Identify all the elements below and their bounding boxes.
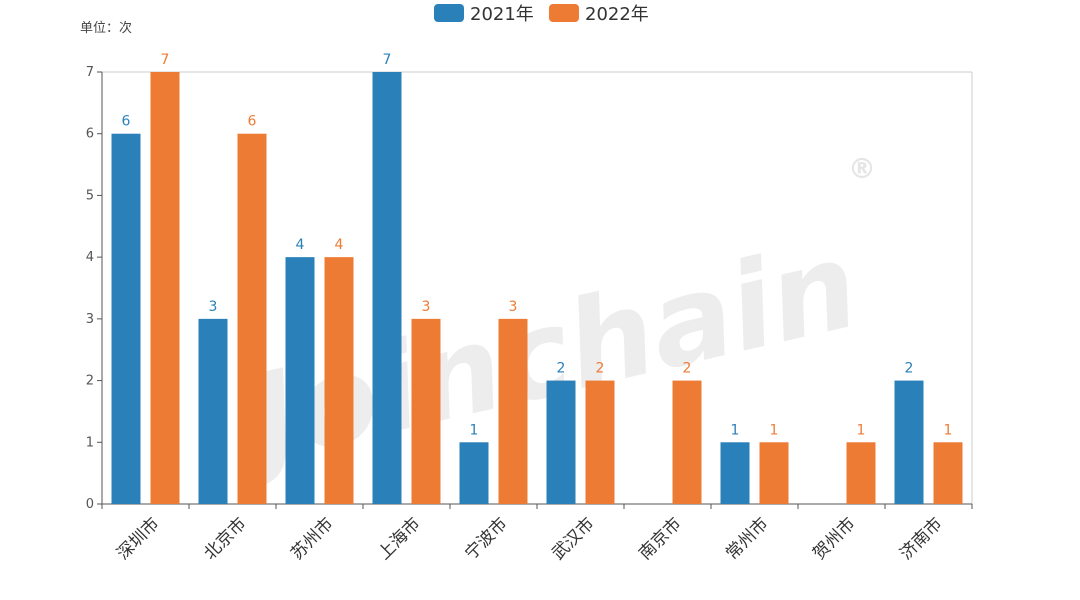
y-tick-label: 2 bbox=[86, 374, 94, 389]
legend-swatch[interactable] bbox=[549, 4, 579, 22]
bar-series1[interactable] bbox=[546, 380, 576, 504]
x-category-label: 宁波市 bbox=[461, 514, 511, 564]
legend: 2021年 2022年 bbox=[434, 4, 649, 25]
bar-value-label: 2 bbox=[596, 361, 605, 377]
bar-value-label: 3 bbox=[209, 299, 218, 315]
bar-value-label: 1 bbox=[857, 422, 866, 438]
x-category-label: 上海市 bbox=[374, 514, 424, 564]
bar-value-label: 2 bbox=[557, 361, 566, 377]
bar-value-label: 1 bbox=[470, 422, 479, 438]
x-category-label: 南京市 bbox=[635, 514, 685, 564]
y-tick-label: 0 bbox=[86, 497, 94, 512]
bar-series2[interactable] bbox=[759, 442, 789, 504]
bar-series1[interactable] bbox=[894, 380, 924, 504]
bar-value-label: 2 bbox=[905, 361, 914, 377]
y-axis: 0 1 2 3 4 5 6 7 bbox=[86, 65, 103, 512]
legend-swatch[interactable] bbox=[434, 4, 464, 22]
legend-label[interactable]: 2021年 bbox=[470, 4, 534, 25]
y-tick-label: 4 bbox=[86, 250, 94, 265]
y-tick-label: 5 bbox=[86, 188, 94, 203]
bar-series2[interactable] bbox=[324, 257, 354, 504]
bar-series1[interactable] bbox=[720, 442, 750, 504]
y-tick-label: 7 bbox=[86, 65, 94, 80]
bar-value-label: 1 bbox=[944, 422, 953, 438]
legend-label[interactable]: 2022年 bbox=[585, 4, 649, 25]
bar-value-label: 7 bbox=[383, 52, 392, 68]
bar-series2[interactable] bbox=[672, 380, 702, 504]
bar-series bbox=[111, 72, 963, 504]
bar-series1[interactable] bbox=[372, 72, 402, 504]
bar-series2[interactable] bbox=[498, 318, 528, 504]
bar-series2[interactable] bbox=[411, 318, 441, 504]
x-category-label: 贺州市 bbox=[809, 514, 859, 564]
bar-series2[interactable] bbox=[237, 133, 267, 504]
bar-value-label: 4 bbox=[335, 237, 344, 253]
bar-series2[interactable] bbox=[933, 442, 963, 504]
y-tick-label: 6 bbox=[86, 127, 94, 142]
bar-series2[interactable] bbox=[585, 380, 615, 504]
y-tick-label: 3 bbox=[86, 312, 94, 327]
bar-value-label: 1 bbox=[731, 422, 740, 438]
bar-value-label: 4 bbox=[296, 237, 305, 253]
x-category-label: 深圳市 bbox=[113, 514, 163, 564]
x-category-label: 苏州市 bbox=[287, 514, 337, 564]
x-category-label: 济南市 bbox=[896, 514, 946, 564]
bar-value-label: 3 bbox=[509, 299, 518, 315]
bar-series2[interactable] bbox=[150, 72, 180, 504]
bar-value-label: 6 bbox=[122, 114, 131, 130]
unit-label: 单位：次 bbox=[80, 20, 132, 36]
bar-series1[interactable] bbox=[459, 442, 489, 504]
bar-series1[interactable] bbox=[111, 133, 141, 504]
bar-series1[interactable] bbox=[198, 318, 228, 504]
bar-value-label: 3 bbox=[422, 299, 431, 315]
data-labels: 6 7 3 6 4 4 7 3 1 3 2 2 2 1 1 1 2 1 bbox=[122, 52, 953, 438]
watermark-registered-mark: ® bbox=[848, 152, 876, 185]
x-category-label: 武汉市 bbox=[548, 514, 598, 564]
x-category-label: 常州市 bbox=[722, 514, 772, 564]
plot-frame bbox=[102, 71, 973, 504]
x-axis: 深圳市 北京市 苏州市 上海市 宁波市 武汉市 南京市 常州市 贺州市 济南市 bbox=[101, 503, 973, 564]
bar-value-label: 6 bbox=[248, 114, 257, 130]
bar-value-label: 7 bbox=[161, 52, 170, 68]
bar-value-label: 2 bbox=[683, 361, 692, 377]
x-category-label: 北京市 bbox=[200, 514, 250, 564]
bar-value-label: 1 bbox=[770, 422, 779, 438]
y-tick-label: 1 bbox=[86, 435, 94, 450]
bar-series2[interactable] bbox=[846, 442, 876, 504]
bar-series1[interactable] bbox=[285, 257, 315, 504]
